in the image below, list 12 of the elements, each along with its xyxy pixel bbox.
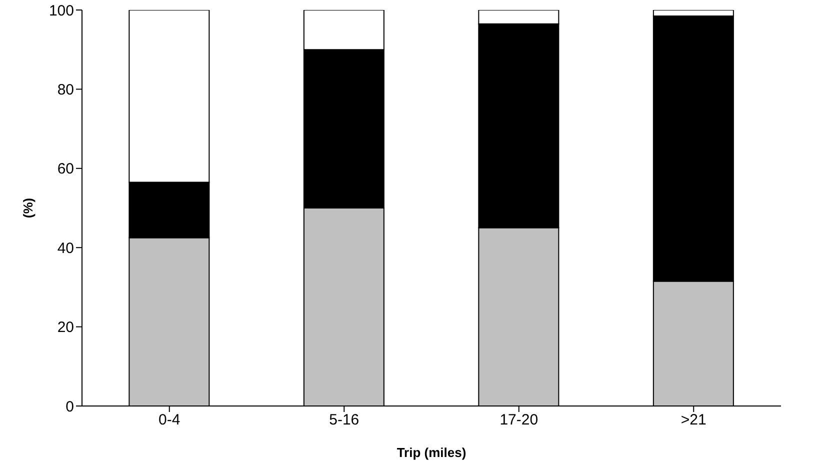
y-tick-label: 80 — [57, 82, 74, 99]
x-tick-label: >21 — [680, 412, 706, 429]
y-axis-title: (%) — [20, 198, 36, 218]
x-tick-label: 17-20 — [500, 412, 538, 429]
x-axis-title: Trip (miles) — [396, 445, 466, 460]
y-tick-label: 60 — [57, 160, 74, 178]
y-tick-label: 0 — [66, 398, 74, 416]
y-tick-label: 100 — [48, 2, 74, 20]
x-tick-label: 5-16 — [329, 412, 360, 429]
x-tick-label: 0-4 — [158, 412, 180, 429]
y-tick-label: 20 — [57, 319, 74, 336]
y-tick-label: 40 — [57, 240, 74, 257]
